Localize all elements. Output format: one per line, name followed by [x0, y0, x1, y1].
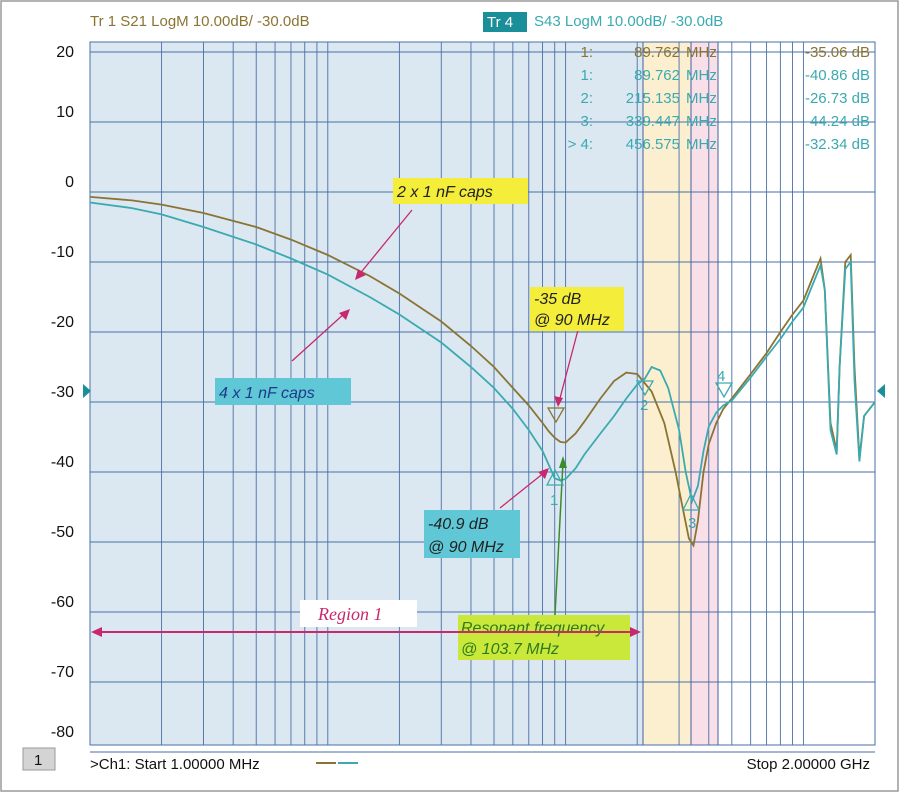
marker-id: 3: — [580, 113, 593, 130]
marker-3-label: 3 — [688, 515, 696, 532]
marker-freq: 89.762 — [634, 67, 680, 84]
y-tick-label: -20 — [51, 314, 74, 331]
marker-unit: MHz — [686, 67, 717, 84]
marker-value: -26.73 dB — [805, 90, 870, 107]
marker-value: -44.24 dB — [805, 113, 870, 130]
marker-value: -35.06 dB — [805, 44, 870, 61]
marker-2-label: 2 — [640, 397, 648, 414]
channel-number: 1 — [34, 752, 42, 769]
resonance-label-line2: @ 103.7 MHz — [461, 641, 559, 658]
marker-id: 2: — [580, 90, 593, 107]
channel-box[interactable] — [22, 747, 56, 771]
resonance-arrow-head — [559, 456, 567, 468]
trace-markers: 1 2 3 4 — [545, 368, 734, 532]
stop-frequency[interactable]: Stop 2.00000 GHz — [747, 756, 870, 773]
y-tick-label: -30 — [51, 384, 74, 401]
y-tick-label: -60 — [51, 594, 74, 611]
marker-unit: MHz — [686, 90, 717, 107]
caps-2-label: 2 x 1 nF caps — [396, 184, 493, 201]
resonance-label-line1: Resonant frequency — [461, 620, 605, 637]
marker-value: -32.34 dB — [805, 136, 870, 153]
trace4-header[interactable]: S43 LogM 10.00dB/ -30.0dB — [534, 13, 723, 30]
marker-3-triangle[interactable] — [681, 492, 701, 511]
marker-1-s21-triangle[interactable] — [546, 407, 566, 424]
marker-1-label: 1 — [550, 492, 558, 509]
s43-min-label-line1: -40.9 dB — [428, 516, 489, 533]
y-axis: 20 10 0 -10 -20 -30 -40 -50 -60 -70 -80 — [51, 44, 74, 741]
region-1-label: Region 1 — [317, 604, 383, 624]
marker-value: -40.86 dB — [805, 67, 870, 84]
marker-freq: 456.575 — [626, 136, 680, 153]
trace1-header[interactable]: Tr 1 S21 LogM 10.00dB/ -30.0dB — [90, 13, 310, 30]
marker-id: 1: — [580, 67, 593, 84]
caps-4-label: 4 x 1 nF caps — [219, 385, 315, 402]
s43-min-label-line2: @ 90 MHz — [428, 539, 504, 556]
marker-freq: 215.135 — [626, 90, 680, 107]
marker-4-triangle[interactable] — [714, 382, 734, 399]
marker-unit: MHz — [686, 136, 717, 153]
header: Tr 1 S21 LogM 10.00dB/ -30.0dB Tr 4 S43 … — [90, 12, 723, 32]
trace4-tag[interactable]: Tr 4 — [487, 14, 513, 31]
y-tick-label: -10 — [51, 244, 74, 261]
marker-id: 1: — [580, 44, 593, 61]
y-tick-label: -70 — [51, 664, 74, 681]
y-tick-label: 0 — [65, 174, 74, 191]
marker-unit: MHz — [686, 113, 717, 130]
marker-freq: 89.762 — [634, 44, 680, 61]
annotations: 2 x 1 nF caps 4 x 1 nF caps -35 dB @ 90 … — [215, 178, 630, 660]
traces — [89, 196, 876, 548]
marker-2-triangle[interactable] — [635, 380, 655, 397]
plot-border — [89, 41, 876, 746]
annotation-arrows — [291, 209, 579, 509]
s21-min-label-line1: -35 dB — [534, 291, 581, 308]
marker-4-label: 4 — [717, 368, 725, 385]
y-tick-label: 10 — [56, 104, 74, 121]
y-tick-label: 20 — [56, 44, 74, 61]
y-tick-label: -40 — [51, 454, 74, 471]
marker-table: 1: 89.762 MHz -35.06 dB 1: 89.762 MHz -4… — [568, 44, 870, 153]
marker-id: > 4: — [568, 136, 593, 153]
s43-trace-line[interactable] — [89, 201, 876, 505]
start-frequency[interactable]: >Ch1: Start 1.00000 MHz — [90, 756, 260, 773]
region-1-span-arrow — [91, 627, 641, 637]
marker-freq: 339.447 — [626, 113, 680, 130]
marker-unit: MHz — [686, 44, 717, 61]
y-tick-label: -50 — [51, 524, 74, 541]
y-tick-label: -80 — [51, 724, 74, 741]
reference-level-left-marker[interactable] — [83, 384, 91, 398]
resonance-arrow — [554, 461, 564, 616]
trace4-tag-box — [483, 12, 527, 32]
reference-level-right-marker[interactable] — [877, 384, 885, 398]
region-3-shade — [690, 41, 719, 746]
s21-min-label-line2: @ 90 MHz — [534, 312, 610, 329]
footer: 1 >Ch1: Start 1.00000 MHz Stop 2.00000 G… — [22, 747, 870, 773]
marker-1-s43-triangle[interactable] — [545, 468, 565, 486]
